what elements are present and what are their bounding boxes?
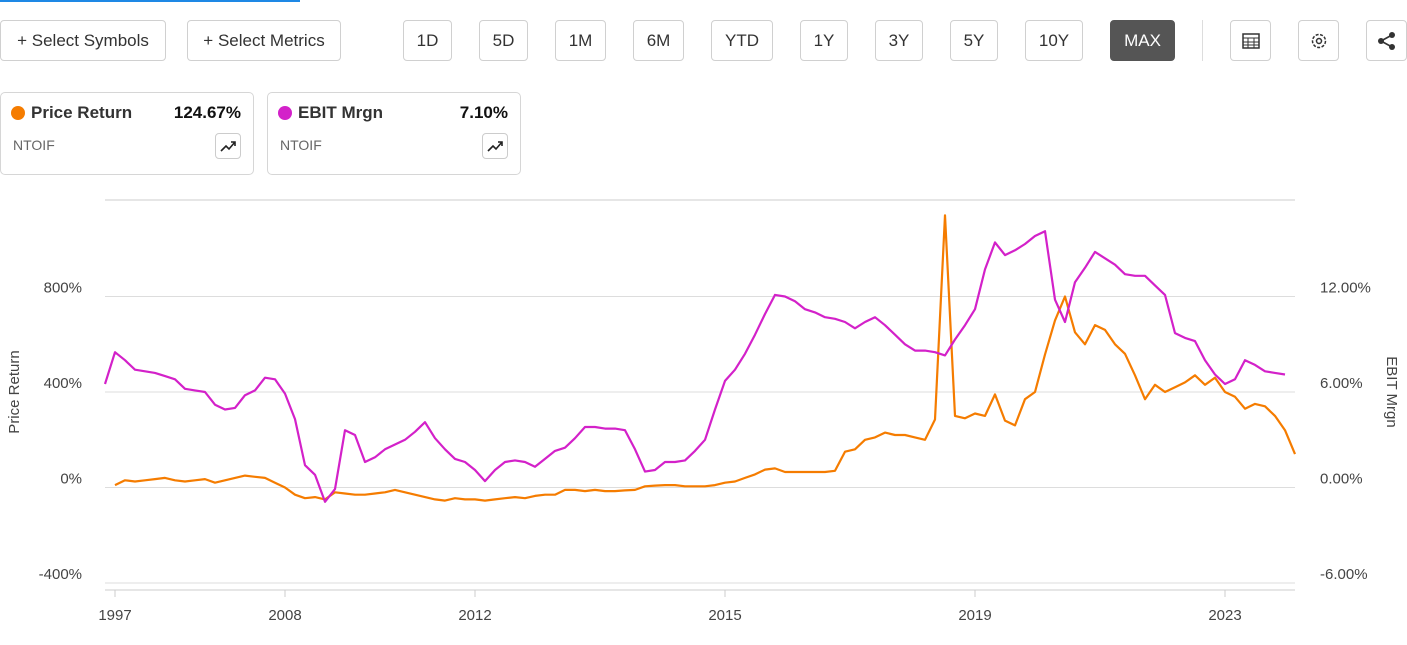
y2-tick-label: -6.00% bbox=[1320, 566, 1368, 583]
y2-axis-label: EBIT Mrgn bbox=[1383, 356, 1400, 427]
x-tick-label: 1997 bbox=[98, 607, 131, 624]
legend-value: 7.10% bbox=[459, 103, 508, 122]
x-tick-label: 2015 bbox=[708, 607, 741, 624]
table-button[interactable] bbox=[1230, 20, 1271, 61]
range-button[interactable]: YTD bbox=[711, 20, 773, 61]
x-tick-label: 2012 bbox=[458, 607, 491, 624]
settings-button[interactable] bbox=[1298, 20, 1339, 61]
legend-dot bbox=[11, 106, 25, 120]
legend-card[interactable]: EBIT Mrgn 7.10% NTOIF bbox=[267, 92, 521, 175]
chart-type-button[interactable] bbox=[482, 133, 508, 159]
series-line bbox=[103, 230, 1286, 503]
chart-type-button[interactable] bbox=[215, 133, 241, 159]
legend-name: Price Return bbox=[31, 103, 133, 122]
y2-tick-label: 6.00% bbox=[1320, 375, 1363, 392]
series-line bbox=[114, 214, 1297, 502]
legend-value: 124.67% bbox=[173, 103, 241, 122]
trend-icon bbox=[220, 141, 236, 152]
trend-icon bbox=[487, 141, 503, 152]
range-button[interactable]: 1Y bbox=[800, 20, 848, 61]
y2-tick-label: 12.00% bbox=[1320, 280, 1371, 297]
x-tick-label: 2023 bbox=[1208, 607, 1241, 624]
x-tick-label: 2008 bbox=[268, 607, 301, 624]
tab-indicator bbox=[0, 0, 300, 2]
y-tick-label: 800% bbox=[44, 280, 82, 297]
y-axis-label: Price Return bbox=[6, 350, 23, 433]
range-button[interactable]: 10Y bbox=[1025, 20, 1083, 61]
table-icon bbox=[1241, 32, 1260, 49]
range-button[interactable]: + Select Metrics bbox=[187, 20, 341, 61]
range-button[interactable]: 5Y bbox=[950, 20, 998, 61]
legend-symbol: NTOIF bbox=[13, 137, 55, 153]
legend-card[interactable]: Price Return 124.67% NTOIF bbox=[0, 92, 254, 175]
range-button[interactable]: 3Y bbox=[875, 20, 923, 61]
y2-tick-label: 0.00% bbox=[1320, 471, 1363, 488]
x-tick-label: 2019 bbox=[958, 607, 991, 624]
range-button[interactable]: 6M bbox=[633, 20, 684, 61]
legend-dot bbox=[278, 106, 292, 120]
range-button[interactable]: 1M bbox=[555, 20, 606, 61]
y-tick-label: 0% bbox=[60, 471, 82, 488]
gear-icon bbox=[1311, 33, 1326, 48]
y-tick-label: 400% bbox=[44, 375, 82, 392]
divider bbox=[1202, 20, 1203, 61]
range-button[interactable]: 5D bbox=[479, 20, 528, 61]
share-icon bbox=[1377, 31, 1395, 50]
legend-name: EBIT Mrgn bbox=[298, 103, 383, 122]
range-button[interactable]: + Select Symbols bbox=[0, 20, 166, 61]
y-tick-label: -400% bbox=[39, 566, 82, 583]
range-button[interactable]: 1D bbox=[403, 20, 452, 61]
legend-symbol: NTOIF bbox=[280, 137, 322, 153]
range-button[interactable]: MAX bbox=[1110, 20, 1175, 61]
